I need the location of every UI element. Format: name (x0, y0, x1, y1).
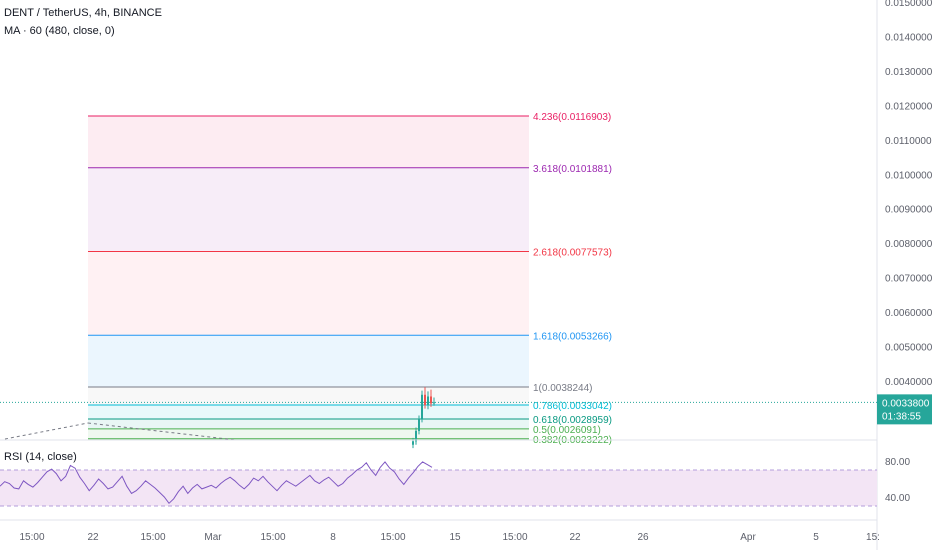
time-tick-label: 15:00 (19, 532, 44, 543)
fib-level-label: 0.618(0.0028959) (533, 415, 612, 426)
rsi-band-fill (0, 470, 877, 506)
price-tick-label: 0.0140000 (885, 32, 932, 43)
price-tick-label: 0.0050000 (885, 343, 932, 354)
rsi-line (0, 461, 433, 505)
time-tick-label: 22 (569, 532, 581, 543)
time-tick-label: Mar (204, 532, 222, 543)
fib-retracement-levels[interactable]: 4.236(0.0116903) 3.618(0.0101881) 2.618(0.… (88, 112, 612, 446)
candlestick-series (412, 387, 435, 449)
price-tick-label: 0.0060000 (885, 308, 932, 319)
fib-level-label: 2.618(0.0077573) (533, 248, 612, 259)
time-tick-label: 26 (637, 532, 649, 543)
fib-level-label: 1(0.0038244) (533, 383, 593, 394)
time-tick-label: 15:00 (380, 532, 405, 543)
price-tick-label: 0.0080000 (885, 239, 932, 250)
trendline-up (4, 422, 89, 440)
fib-zone-fill (88, 387, 529, 405)
candle-body (421, 394, 423, 419)
time-tick-label: 15 (449, 532, 461, 543)
time-tick-label: 8 (330, 532, 336, 543)
trendline[interactable] (4, 422, 237, 441)
price-tick-label: 0.0130000 (885, 67, 932, 78)
current-price-marker: 0.0033800 01:38:55 (0, 394, 932, 425)
time-axis[interactable]: 15:00 22 15:00 Mar 15:00 8 15:00 15 15:00 22 26 Apr… (19, 532, 879, 543)
candle-body (427, 396, 429, 406)
fib-zone-fill (88, 428, 529, 439)
fib-level-label: 3.618(0.0101881) (533, 164, 612, 175)
rsi-tick-label: 40.00 (885, 493, 910, 504)
fib-zone-fill (88, 404, 529, 420)
time-tick-label: 15:00 (502, 532, 527, 543)
countdown-value: 01:38:55 (882, 411, 921, 422)
fib-zone-fill (88, 335, 529, 388)
candle-body (412, 441, 414, 445)
time-tick-label: 5 (813, 532, 819, 543)
candle-body (430, 396, 432, 404)
price-tick-label: 0.0040000 (885, 377, 932, 388)
price-tick-label: 0.0100000 (885, 170, 932, 181)
fib-level-label: 0.786(0.0033042) (533, 401, 612, 412)
rsi-tick-label: 80.00 (885, 457, 910, 468)
time-tick-label: 15: (866, 532, 880, 543)
fib-zone-fill (88, 438, 529, 440)
trendline-down (87, 422, 237, 441)
candle-body (433, 402, 435, 404)
ma-indicator-legend[interactable]: MA · 60 (480, close, 0) (4, 25, 115, 37)
fib-zone-fill (88, 167, 529, 252)
price-tick-label: 0.0120000 (885, 101, 932, 112)
time-tick-label: Apr (740, 532, 756, 543)
price-tick-label: 0.0090000 (885, 205, 932, 216)
candle-body (424, 394, 426, 406)
fib-level-label: 4.236(0.0116903) (533, 112, 611, 123)
candle-body (415, 430, 417, 442)
fib-zone-fill (88, 419, 529, 429)
rsi-pane[interactable]: 80.00 40.00 (0, 457, 910, 521)
price-tick-label: 0.0150000 (885, 0, 932, 9)
fib-zone-fill (88, 251, 529, 336)
fib-level-label: 0.5(0.0026091) (533, 425, 601, 436)
fib-zone-fills (88, 116, 529, 440)
rsi-indicator-legend[interactable]: RSI (14, close) (4, 451, 77, 463)
current-price-badge (877, 394, 932, 425)
price-tick-label: 0.0070000 (885, 274, 932, 285)
price-tick-label: 0.0110000 (885, 136, 932, 147)
candle-body (418, 418, 420, 431)
current-price-value: 0.0033800 (882, 398, 930, 409)
time-tick-label: 15:00 (260, 532, 285, 543)
time-tick-label: 22 (87, 532, 99, 543)
symbol-legend[interactable]: DENT / TetherUS, 4h, BINANCE (4, 7, 162, 19)
fib-zone-fill (88, 116, 529, 168)
time-tick-label: 15:00 (140, 532, 165, 543)
fib-level-label: 1.618(0.0053266) (533, 331, 612, 342)
